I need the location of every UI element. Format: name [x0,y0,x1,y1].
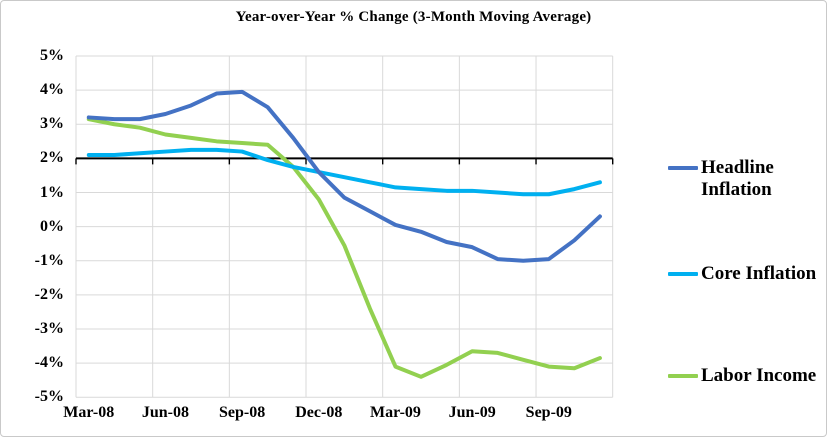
y-tick-label: 2% [40,149,64,167]
y-tick-label: -2% [34,285,64,303]
core-inflation-line [86,147,602,197]
x-tick-label: Mar-08 [63,404,115,421]
y-tick-label: -4% [34,354,64,372]
y-tick-label: -3% [34,320,64,338]
headline-inflation-line [86,89,602,263]
y-tick-label: 1% [40,183,64,201]
chart-title: Year-over-Year % Change (3-Month Moving … [235,9,592,25]
y-tick-label: 0% [40,217,64,235]
y-tick-label: -1% [34,251,64,269]
x-tick-label: Jun-08 [141,404,189,421]
y-tick-label: -5% [34,388,64,406]
x-tick-label: Sep-09 [525,404,572,421]
labor-income-line [86,117,602,379]
y-tick-label: 5% [40,47,64,64]
x-tick-label: Dec-08 [295,404,343,421]
x-tick-label: Sep-08 [218,404,266,421]
y-tick-label: 4% [40,81,64,99]
x-tick-label: Jun-09 [448,404,496,421]
x-tick-label: Mar-09 [369,404,421,421]
y-tick-label: 3% [40,115,64,133]
